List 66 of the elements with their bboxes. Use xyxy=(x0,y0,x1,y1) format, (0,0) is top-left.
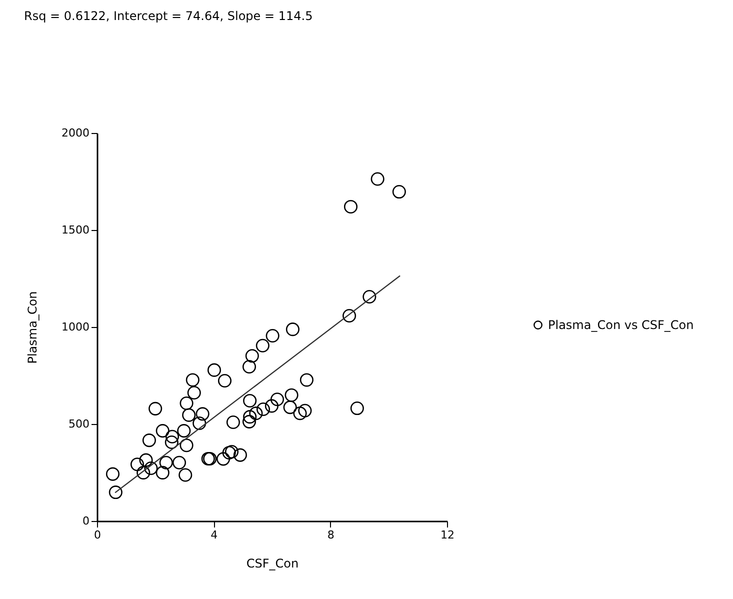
point xyxy=(242,414,256,428)
x-tick-label: 0 xyxy=(94,528,101,542)
point xyxy=(226,415,240,430)
point xyxy=(178,468,192,482)
point xyxy=(270,392,284,406)
point xyxy=(256,402,270,416)
x-axis-title: CSF_Con xyxy=(246,556,299,570)
y-axis-title: Plasma_Con xyxy=(26,291,40,364)
point xyxy=(370,172,384,186)
chart-title: Rsq = 0.6122, Intercept = 74.64, Slope = 114.5 xyxy=(24,9,313,23)
point xyxy=(177,424,191,438)
point xyxy=(130,458,144,472)
point xyxy=(186,373,200,387)
point xyxy=(293,406,307,420)
point xyxy=(362,290,376,304)
point xyxy=(392,185,406,199)
point xyxy=(165,430,180,444)
point xyxy=(196,407,210,421)
point xyxy=(284,388,298,402)
point xyxy=(172,456,186,470)
point xyxy=(187,386,201,400)
point xyxy=(156,466,170,480)
point xyxy=(283,400,297,414)
point xyxy=(192,416,206,430)
y-tick-label: 500 xyxy=(68,418,90,430)
point xyxy=(344,200,358,214)
point xyxy=(300,373,314,387)
point xyxy=(180,438,194,452)
point xyxy=(216,452,230,466)
point xyxy=(243,410,257,424)
y-tick-label: 1500 xyxy=(62,224,90,236)
point xyxy=(298,404,312,418)
legend-label: Plasma_Con vs CSF_Con xyxy=(548,318,694,332)
point xyxy=(159,456,173,470)
point xyxy=(266,328,280,342)
point xyxy=(180,396,194,410)
point xyxy=(142,434,156,448)
y-tick-label: 1000 xyxy=(62,320,90,334)
point xyxy=(243,394,257,408)
point xyxy=(233,448,247,462)
point xyxy=(264,399,278,413)
point xyxy=(108,486,122,500)
point xyxy=(350,402,364,416)
x-tick-label: 4 xyxy=(210,528,218,542)
point xyxy=(224,444,239,459)
point xyxy=(148,402,162,416)
point xyxy=(106,467,120,481)
point xyxy=(156,424,170,438)
point xyxy=(182,408,196,422)
point xyxy=(164,435,178,449)
point xyxy=(242,360,256,374)
point xyxy=(144,461,158,475)
point xyxy=(256,338,270,352)
point xyxy=(222,446,236,460)
y-tick-label: 0 xyxy=(82,514,90,528)
point xyxy=(218,374,232,388)
y-tick-label: 2000 xyxy=(62,126,90,140)
x-tick-label: 8 xyxy=(327,528,334,542)
point xyxy=(249,406,263,420)
point xyxy=(207,363,222,377)
x-tick-label: 12 xyxy=(440,528,454,542)
point xyxy=(286,322,300,336)
point xyxy=(342,308,356,323)
point xyxy=(139,453,153,467)
point xyxy=(136,466,150,480)
point xyxy=(245,349,259,363)
